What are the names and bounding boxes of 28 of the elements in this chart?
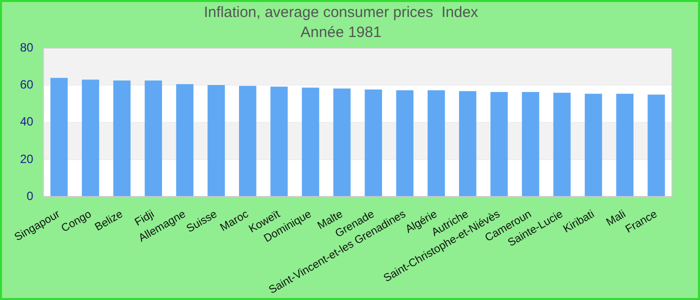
y-tick-label: 40 bbox=[20, 114, 34, 129]
bar bbox=[490, 92, 508, 196]
bar bbox=[208, 84, 225, 196]
bar bbox=[522, 92, 540, 196]
bar bbox=[176, 84, 194, 196]
bar bbox=[396, 90, 414, 196]
bar bbox=[648, 94, 665, 196]
bar bbox=[459, 91, 476, 196]
chart-title: Inflation, average consumer prices Index bbox=[204, 4, 479, 22]
bar bbox=[113, 80, 131, 196]
bar bbox=[428, 90, 445, 196]
bar bbox=[616, 94, 634, 196]
bar bbox=[364, 89, 382, 196]
bar bbox=[239, 86, 256, 196]
bar bbox=[82, 80, 100, 196]
y-tick-label: 60 bbox=[20, 77, 34, 92]
y-tick-label: 0 bbox=[26, 189, 34, 204]
bar bbox=[584, 94, 602, 196]
x-tick-label: Belize bbox=[92, 208, 125, 234]
chart-subtitle: Année 1981 bbox=[300, 24, 382, 42]
bar bbox=[302, 88, 320, 196]
bar bbox=[553, 92, 571, 196]
y-tick-label: 20 bbox=[20, 152, 34, 166]
bar bbox=[333, 88, 351, 196]
bar bbox=[144, 80, 162, 196]
y-tick-label: 80 bbox=[20, 40, 34, 54]
bar bbox=[270, 86, 288, 196]
bar bbox=[50, 78, 68, 196]
